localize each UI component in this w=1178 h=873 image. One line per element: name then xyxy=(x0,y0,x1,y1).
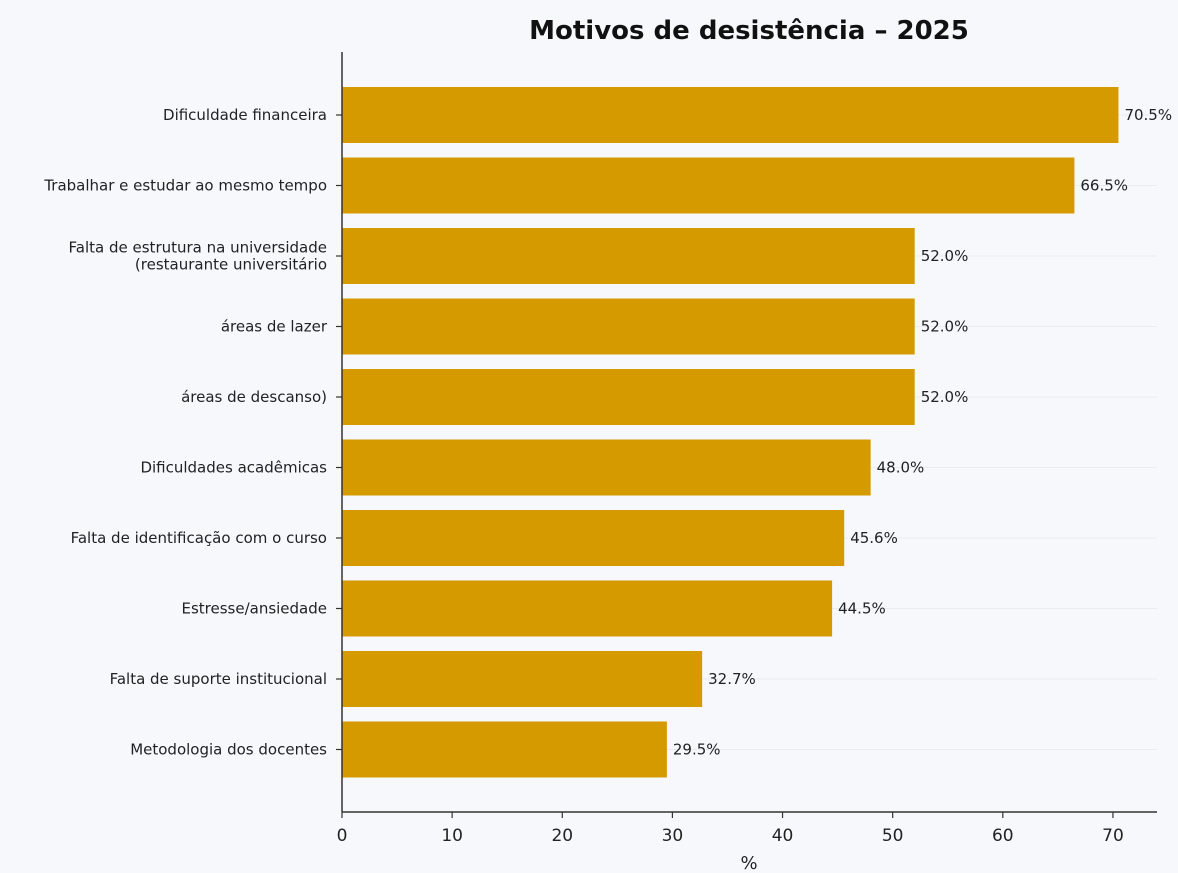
category-label: Falta de suporte institucional xyxy=(110,670,327,688)
category-label: áreas de lazer xyxy=(221,318,328,336)
category-label: Metodologia dos docentes xyxy=(130,741,327,759)
x-tick-label: 40 xyxy=(772,826,794,846)
x-tick-label: 0 xyxy=(337,826,348,846)
x-axis-title: % xyxy=(740,853,757,873)
category-label: áreas de descanso) xyxy=(181,388,327,406)
x-tick-label: 20 xyxy=(551,826,573,846)
category-label: Falta de estrutura na universidade xyxy=(69,239,327,257)
category-labels: Dificuldade financeira Trabalhar e estuda… xyxy=(43,106,328,759)
x-tick-label: 60 xyxy=(992,826,1014,846)
value-label: 29.5% xyxy=(673,741,721,759)
bar xyxy=(342,157,1075,214)
value-label: 52.0% xyxy=(921,318,969,336)
category-label: Dificuldades acadêmicas xyxy=(140,459,327,477)
value-label: 44.5% xyxy=(838,600,886,618)
value-label: 32.7% xyxy=(708,670,756,688)
bar xyxy=(342,721,667,778)
bar xyxy=(342,298,915,355)
category-label: Dificuldade financeira xyxy=(163,106,327,124)
x-tick-label: 30 xyxy=(662,826,684,846)
x-tick-label: 70 xyxy=(1102,826,1124,846)
value-labels: 70.5% 66.5% 52.0% 52.0% 52.0% 48.0% 45.6% 44.5%… xyxy=(673,106,1172,759)
value-label: 45.6% xyxy=(850,529,898,547)
bar xyxy=(342,580,833,637)
axes xyxy=(336,52,1157,818)
category-label: (restaurante universitário xyxy=(135,256,327,274)
category-label: Falta de identificação com o curso xyxy=(71,529,327,547)
bar xyxy=(342,439,871,496)
x-tick-label: 50 xyxy=(882,826,904,846)
value-label: 66.5% xyxy=(1080,177,1128,195)
bar xyxy=(342,651,703,707)
chart-title: Motivos de desistência – 2025 xyxy=(529,16,969,46)
bar xyxy=(342,369,915,425)
value-label: 52.0% xyxy=(921,388,969,406)
x-tick-label: 10 xyxy=(441,826,463,846)
x-tick-labels: 0 10 20 30 40 50 60 70 xyxy=(337,826,1124,846)
bar xyxy=(342,87,1119,143)
value-label: 52.0% xyxy=(921,247,969,265)
bar xyxy=(342,228,915,284)
bars xyxy=(342,87,1119,778)
value-label: 48.0% xyxy=(877,459,925,477)
category-label: Trabalhar e estudar ao mesmo tempo xyxy=(43,177,327,195)
bar xyxy=(342,510,845,566)
value-label: 70.5% xyxy=(1124,106,1172,124)
category-label: Estresse/ansiedade xyxy=(181,600,327,618)
